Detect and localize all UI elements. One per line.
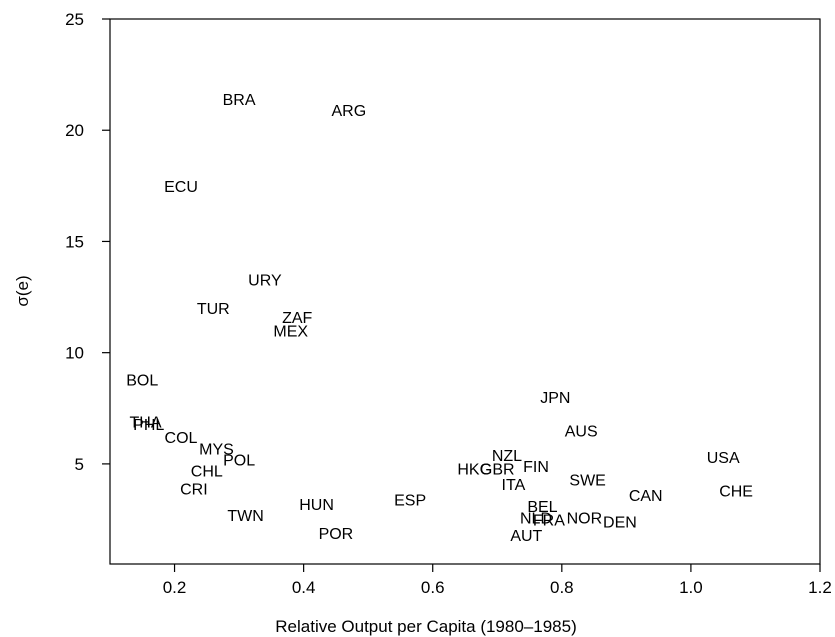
point-label-den: DEN	[603, 515, 637, 532]
point-label-nld: NLD	[520, 510, 552, 527]
point-label-che: CHE	[719, 484, 753, 501]
point-label-esp: ESP	[394, 492, 426, 509]
point-label-mex: MEX	[273, 323, 308, 340]
point-label-ita: ITA	[502, 477, 526, 494]
point-label-cri: CRI	[180, 481, 208, 498]
y-tick-label: 20	[65, 121, 84, 140]
point-label-twn: TWN	[227, 508, 263, 525]
point-label-por: POR	[319, 526, 354, 543]
x-tick-label: 0.4	[292, 578, 316, 597]
y-axis-title: σ(e)	[13, 275, 32, 306]
point-label-bra: BRA	[223, 92, 256, 109]
point-label-pol: POL	[223, 452, 255, 469]
point-label-fra: FRA	[533, 513, 565, 530]
point-label-ury: URY	[248, 272, 282, 289]
y-tick-label: 15	[65, 232, 84, 251]
point-label-tha: THA	[130, 415, 162, 432]
x-tick-label: 1.0	[679, 578, 703, 597]
point-label-phl: PHL	[133, 417, 164, 434]
point-label-aus: AUS	[565, 424, 598, 441]
x-axis-title: Relative Output per Capita (1980–1985)	[275, 617, 576, 636]
point-label-jpn: JPN	[540, 390, 570, 407]
point-label-arg: ARG	[331, 103, 366, 120]
point-label-ecu: ECU	[164, 179, 198, 196]
point-label-hkg: HKG	[457, 461, 492, 478]
point-label-mys: MYS	[199, 441, 234, 458]
plot-frame	[109, 18, 821, 565]
point-label-gbr: GBR	[480, 461, 515, 478]
point-label-tur: TUR	[197, 301, 230, 318]
x-tick-label: 0.8	[550, 578, 574, 597]
point-label-nor: NOR	[567, 510, 603, 527]
point-label-chl: CHL	[191, 464, 223, 481]
y-tick-label: 5	[75, 455, 84, 474]
point-labels: BRAARGECUURYTURZAFMEXBOLTHAPHLCOLMYSPOLC…	[126, 92, 753, 545]
x-tick-label: 0.2	[163, 578, 187, 597]
point-label-nzl: NZL	[492, 448, 522, 465]
point-label-can: CAN	[629, 488, 663, 505]
x-tick-label: 0.6	[421, 578, 445, 597]
point-label-zaf: ZAF	[282, 310, 312, 327]
x-tick-label: 1.2	[808, 578, 832, 597]
point-label-aut: AUT	[510, 528, 542, 545]
point-label-bol: BOL	[126, 372, 158, 389]
point-label-col: COL	[165, 430, 198, 447]
y-axis: 5 10 15 20 25	[65, 10, 110, 474]
point-label-bel: BEL	[527, 499, 557, 516]
x-axis: 0.2 0.4 0.6 0.8 1.0 1.2	[163, 564, 832, 597]
y-tick-label: 10	[65, 344, 84, 363]
point-label-swe: SWE	[569, 472, 605, 489]
point-label-usa: USA	[707, 450, 740, 467]
y-tick-label: 25	[65, 10, 84, 29]
point-label-fin: FIN	[523, 459, 549, 476]
point-label-hun: HUN	[299, 497, 334, 514]
